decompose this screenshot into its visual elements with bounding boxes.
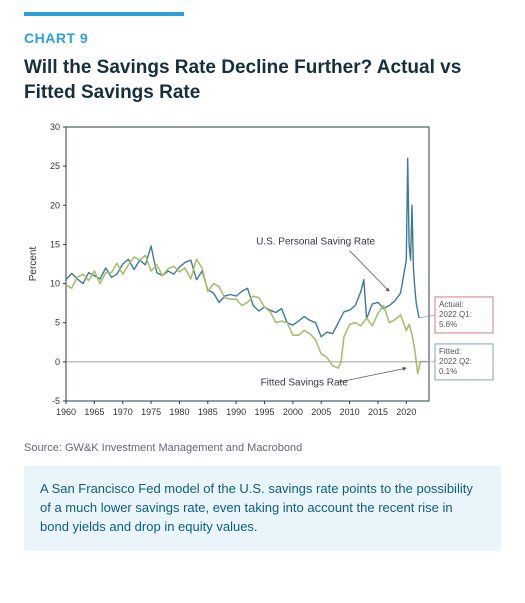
- svg-text:10: 10: [50, 279, 60, 289]
- svg-text:5: 5: [55, 318, 60, 328]
- svg-text:1970: 1970: [113, 407, 133, 417]
- svg-text:-5: -5: [52, 396, 60, 406]
- line-chart: -5 0 5 10 15 20 25 30 Percent 1960 1965 1970 1975 198…: [24, 119, 501, 429]
- svg-text:U.S. Personal Saving Rate: U.S. Personal Saving Rate: [256, 237, 375, 248]
- svg-text:15: 15: [50, 240, 60, 250]
- svg-text:Fitted Savings Rate: Fitted Savings Rate: [261, 378, 349, 389]
- svg-text:1965: 1965: [84, 407, 104, 417]
- svg-text:0.1%: 0.1%: [439, 367, 457, 376]
- svg-text:25: 25: [50, 162, 60, 172]
- accent-bar: [24, 12, 184, 16]
- svg-text:5.6%: 5.6%: [439, 320, 457, 329]
- svg-text:2022 Q2:: 2022 Q2:: [439, 357, 472, 366]
- svg-text:2015: 2015: [368, 407, 388, 417]
- svg-text:2010: 2010: [340, 407, 360, 417]
- chart-footer: A San Francisco Fed model of the U.S. sa…: [24, 466, 501, 551]
- svg-text:1975: 1975: [141, 407, 161, 417]
- chart-kicker: CHART 9: [24, 30, 501, 46]
- svg-text:1995: 1995: [255, 407, 275, 417]
- svg-text:1990: 1990: [226, 407, 246, 417]
- chart-title: Will the Savings Rate Decline Further? A…: [24, 56, 501, 105]
- svg-text:2005: 2005: [311, 407, 331, 417]
- chart-source: Source: GW&K Investment Management and M…: [24, 442, 501, 454]
- svg-text:1985: 1985: [198, 407, 218, 417]
- svg-text:1980: 1980: [169, 407, 189, 417]
- svg-text:2020: 2020: [396, 407, 416, 417]
- svg-text:2022 Q1:: 2022 Q1:: [439, 310, 472, 319]
- chart-card: CHART 9 Will the Savings Rate Decline Fu…: [0, 0, 525, 603]
- svg-text:2000: 2000: [283, 407, 303, 417]
- svg-text:0: 0: [55, 357, 60, 367]
- svg-text:Percent: Percent: [28, 247, 39, 282]
- svg-text:Fitted:: Fitted:: [439, 347, 461, 356]
- svg-text:30: 30: [50, 122, 60, 132]
- svg-text:20: 20: [50, 201, 60, 211]
- chart-area: -5 0 5 10 15 20 25 30 Percent 1960 1965 1970 1975 198…: [24, 119, 501, 434]
- svg-text:Actual:: Actual:: [439, 300, 463, 309]
- svg-text:1960: 1960: [56, 407, 76, 417]
